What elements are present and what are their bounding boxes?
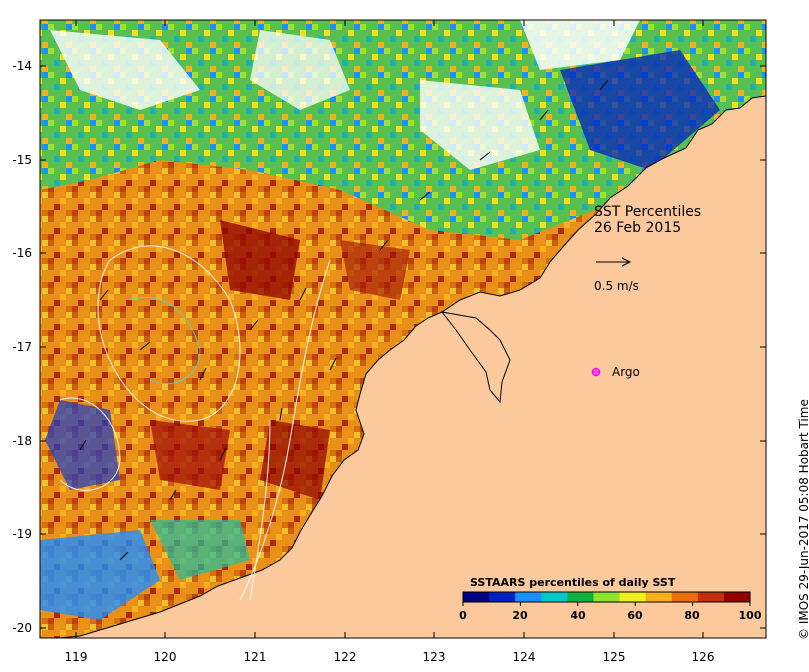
- map-title: SST Percentiles: [594, 204, 702, 220]
- colorbar-frame: [462, 591, 751, 603]
- lon-label-119: 119: [64, 650, 88, 664]
- land: [59, 20, 767, 639]
- colorbar-segment: [697, 592, 725, 602]
- lat-label-15: -15: [12, 153, 32, 167]
- lat-label-18: -18: [12, 434, 32, 448]
- lon-label-125: 125: [602, 650, 626, 664]
- velocity-scale-label: 0.5 m/s: [594, 279, 639, 293]
- lat-label-16: -16: [12, 246, 32, 260]
- velocity-scale-arrow: [596, 257, 632, 267]
- lat-label-19: -19: [12, 527, 32, 541]
- map-date: 26 Feb 2015: [594, 220, 682, 236]
- lat-label-14: -14: [12, 59, 32, 73]
- lat-label-20: -20: [12, 621, 32, 635]
- colorbar-segment: [671, 592, 699, 602]
- colorbar-segment: [515, 592, 542, 602]
- contour-lines: [59, 245, 331, 601]
- lon-label-124: 124: [512, 650, 536, 664]
- argo-label: Argo: [612, 365, 640, 379]
- lon-label-126: 126: [691, 650, 715, 664]
- axis-ticks: [40, 20, 766, 638]
- imos-credit: © IMOS 29-Jun-2017 05:08 Hobart Time: [797, 399, 809, 640]
- lon-label-120: 120: [153, 650, 177, 664]
- colorbar-segment: [645, 592, 673, 602]
- colorbar-tick-100: 100: [738, 609, 762, 622]
- colorbar-segment: [593, 592, 621, 602]
- colorbar-segment: [463, 592, 490, 602]
- colorbar-segment: [567, 592, 594, 602]
- colorbar-title: SSTAARS percentiles of daily SST: [470, 576, 676, 589]
- lon-label-123: 123: [422, 650, 446, 664]
- colorbar-tick-80: 80: [684, 609, 700, 622]
- colorbar-tick-40: 40: [570, 609, 586, 622]
- argo-marker: [591, 367, 601, 377]
- colorbar-tick-20: 20: [512, 609, 528, 622]
- lat-label-17: -17: [12, 340, 32, 354]
- lon-label-121: 121: [243, 650, 267, 664]
- colorbar-tick-60: 60: [627, 609, 643, 622]
- colorbar-tick-0: 0: [459, 609, 467, 622]
- plot-frame: [39, 19, 767, 639]
- peninsula: [440, 311, 511, 404]
- lon-label-122: 122: [333, 650, 357, 664]
- colorbar-segment: [489, 592, 516, 602]
- colorbar: [462, 591, 751, 606]
- colorbar-segment: [619, 592, 647, 602]
- colorbar-segment: [541, 592, 568, 602]
- current-vectors: [79, 79, 609, 561]
- colorbar-segment: [723, 592, 751, 602]
